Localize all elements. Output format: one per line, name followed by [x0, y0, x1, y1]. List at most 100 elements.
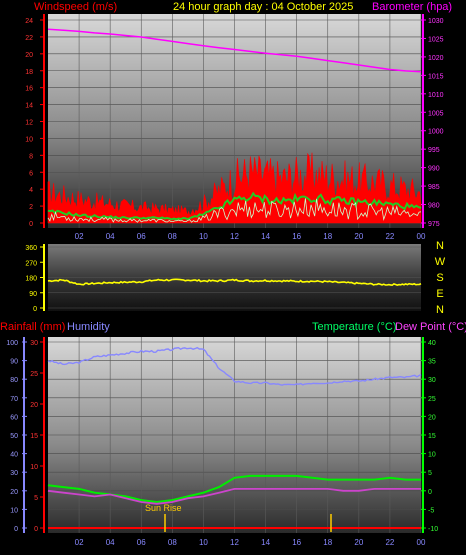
x-tick-label: 22 [385, 232, 394, 241]
wind-series [47, 28, 422, 224]
temperature-tick-label: 10 [428, 452, 436, 459]
weather-grid [48, 337, 422, 533]
x-tick-label: 18 [323, 538, 332, 547]
humidity-tick-label: 40 [10, 452, 18, 459]
compass-label: N [436, 304, 444, 316]
x-tick-label: 04 [106, 538, 115, 547]
compass-label: W [435, 256, 446, 268]
humidity-tick-label: 100 [6, 340, 18, 347]
compass-label: S [436, 272, 443, 284]
x-tick-label: 08 [168, 538, 177, 547]
x-tick-label: 16 [292, 538, 301, 547]
axes: 0246810121416182022249759809859909951000… [6, 14, 446, 547]
rainfall-axis-title: Rainfall (mm) [0, 321, 65, 333]
x-tick-label: 00 [417, 232, 426, 241]
humidity-tick-label: 10 [10, 507, 18, 514]
temperature-tick-label: 20 [428, 414, 436, 421]
wind-direction-line [47, 278, 422, 287]
barometer-axis-title: Barometer (hpa) [372, 1, 452, 13]
windspeed-tick-label: 2 [29, 204, 33, 211]
humidity-tick-label: 90 [10, 359, 18, 366]
temperature-tick-label: -5 [428, 507, 434, 514]
rainfall-tick-label: 20 [30, 402, 38, 409]
rainfall-tick-label: 15 [30, 433, 38, 440]
windspeed-tick-label: 18 [25, 69, 33, 76]
x-tick-label: 18 [323, 232, 332, 241]
temperature-tick-label: 0 [428, 489, 432, 496]
humidity-tick-label: 30 [10, 470, 18, 477]
x-tick-label: 10 [199, 232, 208, 241]
direction-tick-label: 0 [33, 306, 37, 313]
temperature-tick-label: -10 [428, 526, 438, 533]
x-tick-label: 16 [292, 232, 301, 241]
barometer-tick-label: 1005 [428, 110, 444, 117]
temperature-tick-label: 35 [428, 359, 436, 366]
barometer-tick-label: 975 [428, 221, 440, 228]
barometer-tick-label: 985 [428, 184, 440, 191]
windspeed-axis-title: Windspeed (m/s) [34, 1, 117, 13]
direction-tick-label: 360 [25, 245, 37, 252]
graph-title: 24 hour graph day : 04 October 2025 [173, 1, 353, 13]
humidity-axis-title: Humidity [67, 321, 110, 333]
barometer-tick-label: 1010 [428, 92, 444, 99]
compass-label: N [436, 240, 444, 252]
rainfall-tick-label: 0 [34, 526, 38, 533]
humidity-line [47, 346, 422, 386]
humidity-tick-label: 20 [10, 489, 18, 496]
x-tick-label: 08 [168, 232, 177, 241]
direction-tick-label: 180 [25, 276, 37, 283]
temperature-tick-label: 25 [428, 396, 436, 403]
windspeed-tick-label: 4 [29, 187, 33, 194]
barometer-tick-label: 1015 [428, 73, 444, 80]
dewpoint-line [47, 488, 421, 505]
x-tick-label: 12 [230, 538, 239, 547]
windspeed-tick-label: 0 [29, 221, 33, 228]
windspeed-tick-label: 22 [25, 35, 33, 42]
rainfall-tick-label: 10 [30, 464, 38, 471]
x-tick-label: 14 [261, 538, 270, 547]
humidity-tick-label: 80 [10, 377, 18, 384]
x-tick-label: 02 [75, 538, 84, 547]
barometer-tick-label: 1020 [428, 55, 444, 62]
x-tick-label: 22 [385, 538, 394, 547]
x-tick-label: 14 [261, 232, 270, 241]
barometer-tick-label: 990 [428, 166, 440, 173]
humidity-tick-label: 70 [10, 396, 18, 403]
x-tick-label: 20 [354, 232, 363, 241]
temperature-tick-label: 5 [428, 470, 432, 477]
barometer-line [47, 28, 422, 73]
windspeed-gust-area [47, 152, 422, 224]
weather-series [47, 346, 422, 529]
x-tick-label: 00 [417, 538, 426, 547]
sunrise-label: Sun Rise [145, 503, 182, 513]
barometer-tick-label: 1025 [428, 36, 444, 43]
windspeed-low-line [47, 198, 422, 223]
direction-tick-label: 270 [25, 260, 37, 267]
temperature-axis-title: Temperature (°C) [312, 321, 396, 333]
direction-grid [48, 246, 421, 309]
windspeed-tick-label: 16 [25, 86, 33, 93]
windspeed-tick-label: 20 [25, 52, 33, 59]
barometer-tick-label: 995 [428, 147, 440, 154]
rainfall-tick-label: 30 [30, 340, 38, 347]
humidity-tick-label: 50 [10, 433, 18, 440]
barometer-tick-label: 980 [428, 203, 440, 210]
windspeed-tick-label: 14 [25, 103, 33, 110]
x-tick-label: 10 [199, 538, 208, 547]
dewpoint-axis-title: Dew Point (°C) [395, 321, 466, 333]
temperature-tick-label: 40 [428, 340, 436, 347]
temperature-tick-label: 30 [428, 377, 436, 384]
temperature-tick-label: 15 [428, 433, 436, 440]
x-tick-label: 04 [106, 232, 115, 241]
direction-series [47, 278, 422, 287]
direction-tick-label: 90 [29, 291, 37, 298]
x-tick-label: 06 [137, 538, 146, 547]
x-tick-label: 06 [137, 232, 146, 241]
windspeed-tick-label: 8 [29, 153, 33, 160]
windspeed-tick-label: 24 [25, 18, 33, 25]
windspeed-tick-label: 10 [25, 136, 33, 143]
humidity-tick-label: 0 [14, 526, 18, 533]
rainfall-tick-label: 5 [34, 495, 38, 502]
x-tick-label: 02 [75, 232, 84, 241]
